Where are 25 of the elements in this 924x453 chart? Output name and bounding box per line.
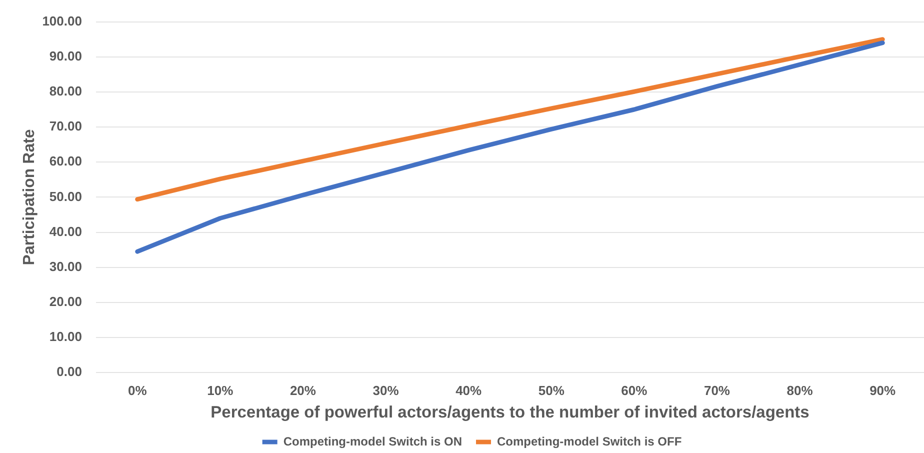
x-tick-label: 60% [621, 382, 648, 398]
y-tick-label: 100.00 [42, 13, 82, 28]
y-tick-label: 90.00 [49, 48, 82, 64]
y-tick-label: 0.00 [56, 364, 82, 380]
y-axis-title: Participation Rate [21, 129, 38, 266]
x-axis-title: Percentage of powerful actors/agents to the number of invited actors/agents [210, 404, 810, 422]
y-tick-label: 10.00 [49, 329, 82, 344]
x-tick-label: 20% [290, 382, 316, 398]
x-tick-label: 30% [372, 382, 400, 398]
legend-label: Competing-model Switch is ON [283, 434, 462, 448]
legend-label: Competing-model Switch is OFF [497, 434, 682, 448]
x-tick-label: 90% [870, 382, 896, 398]
x-tick-label: 40% [456, 382, 482, 398]
x-tick-label: 10% [207, 382, 234, 398]
x-tick-label: 50% [538, 382, 565, 398]
y-tick-label: 80.00 [49, 84, 82, 99]
x-tick-label: 70% [704, 382, 730, 398]
y-tick-label: 60.00 [49, 154, 82, 169]
y-tick-label: 20.00 [49, 294, 82, 310]
y-tick-label: 40.00 [49, 224, 82, 239]
y-tick-label: 70.00 [49, 118, 82, 134]
y-tick-label: 30.00 [49, 258, 82, 274]
y-tick-label: 50.00 [49, 188, 82, 204]
x-tick-label: 0% [128, 382, 148, 398]
x-tick-label: 80% [786, 382, 814, 398]
